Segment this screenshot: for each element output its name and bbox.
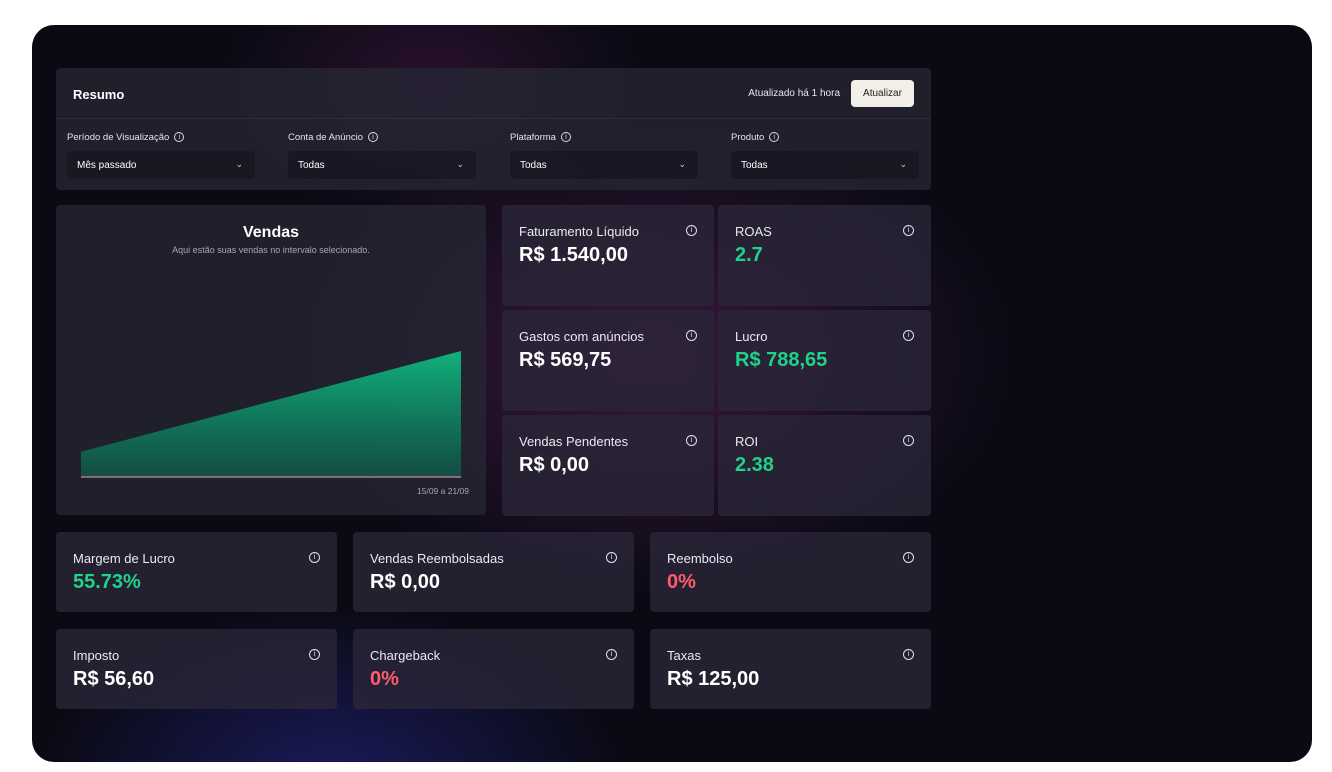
metric-value: R$ 1.540,00 [519, 244, 628, 266]
metric-value: R$ 788,65 [735, 349, 828, 371]
card-pendentes: Vendas Pendentes R$ 0,00 i [502, 415, 714, 516]
info-icon[interactable]: i [903, 649, 914, 660]
filter-ad-account: Conta de Anúncio i Todas ⌄ [288, 130, 476, 179]
card-roas: ROAS 2.7 i [718, 205, 931, 306]
summary-header: Resumo Atualizado há 1 hora Atualizar Pe… [56, 68, 931, 190]
page-title: Resumo [73, 87, 125, 102]
sales-chart-panel: Vendas Aqui estão suas vendas no interva… [56, 205, 486, 515]
info-icon[interactable]: i [174, 132, 185, 142]
dashboard-frame: Resumo Atualizado há 1 hora Atualizar Pe… [32, 25, 1312, 762]
info-icon[interactable]: i [903, 225, 914, 236]
chevron-down-icon: ⌄ [456, 160, 464, 170]
filter-label: Plataforma [510, 131, 556, 143]
filter-platform: Plataforma i Todas ⌄ [510, 130, 698, 179]
metric-value: R$ 569,75 [519, 349, 612, 371]
info-icon[interactable]: i [903, 330, 914, 341]
metric-value: R$ 125,00 [667, 668, 760, 690]
metric-value: R$ 56,60 [73, 668, 155, 690]
metric-value: 0% [667, 571, 696, 593]
metric-value: R$ 0,00 [370, 571, 441, 593]
filter-period: Período de Visualização i Mês passado ⌄ [67, 130, 255, 179]
metric-value: R$ 0,00 [519, 454, 590, 476]
chart-subtitle: Aqui estão suas vendas no intervalo sele… [172, 245, 370, 255]
chevron-down-icon: ⌄ [235, 160, 243, 170]
metric-label: Faturamento Líquido [519, 224, 639, 239]
info-icon[interactable]: i [903, 435, 914, 446]
metric-label: Lucro [735, 329, 768, 344]
info-icon[interactable]: i [606, 649, 617, 660]
card-taxas: Taxas R$ 125,00 i [650, 629, 931, 709]
select-value: Todas [520, 159, 547, 171]
refresh-button[interactable]: Atualizar [851, 80, 914, 107]
select-value: Todas [741, 159, 768, 171]
metric-label: Chargeback [370, 648, 441, 663]
product-select[interactable]: Todas ⌄ [731, 151, 919, 179]
metric-label: Margem de Lucro [73, 551, 175, 566]
chart-title: Vendas [242, 224, 300, 241]
metric-label: Reembolso [667, 551, 733, 566]
date-range: 15/09 a 21/09 [417, 486, 469, 496]
info-icon[interactable]: i [368, 132, 379, 142]
filter-product: Produto i Todas ⌄ [731, 130, 919, 179]
chevron-down-icon: ⌄ [899, 160, 907, 170]
chevron-down-icon: ⌄ [678, 160, 686, 170]
card-lucro: Lucro R$ 788,65 i [718, 310, 931, 411]
card-roi: ROI 2.38 i [718, 415, 931, 516]
info-icon[interactable]: i [309, 552, 320, 563]
card-margem: Margem de Lucro 55.73% i [56, 532, 337, 612]
card-imposto: Imposto R$ 56,60 i [56, 629, 337, 709]
metric-label: Gastos com anúncios [519, 329, 645, 344]
metric-value: 2.38 [735, 454, 774, 476]
info-icon[interactable]: i [686, 435, 697, 446]
header-top: Resumo Atualizado há 1 hora Atualizar [56, 68, 931, 119]
filter-label: Período de Visualização [67, 131, 170, 143]
metric-label: ROAS [735, 224, 772, 239]
info-icon[interactable]: i [686, 330, 697, 341]
info-icon[interactable]: i [606, 552, 617, 563]
filter-label: Conta de Anúncio [288, 131, 364, 143]
card-chargeback: Chargeback 0% i [353, 629, 634, 709]
metric-value: 0% [370, 668, 399, 690]
metric-value: 2.7 [735, 244, 763, 266]
period-select[interactable]: Mês passado ⌄ [67, 151, 255, 179]
info-icon[interactable]: i [769, 132, 780, 142]
metric-label: ROI [735, 434, 759, 449]
metric-label: Vendas Reembolsadas [370, 551, 504, 566]
select-value: Mês passado [77, 159, 137, 171]
metric-value: 55.73% [73, 571, 141, 593]
sales-area [81, 351, 461, 477]
card-reembolso: Reembolso 0% i [650, 532, 931, 612]
metric-label: Vendas Pendentes [519, 434, 629, 449]
platform-select[interactable]: Todas ⌄ [510, 151, 698, 179]
info-icon[interactable]: i [560, 132, 571, 142]
card-reembolsadas: Vendas Reembolsadas R$ 0,00 i [353, 532, 634, 612]
card-gastos: Gastos com anúncios R$ 569,75 i [502, 310, 714, 411]
info-icon[interactable]: i [309, 649, 320, 660]
updated-status: Atualizado há 1 hora [748, 88, 840, 99]
card-faturamento: Faturamento Líquido R$ 1.540,00 i [502, 205, 714, 306]
info-icon[interactable]: i [903, 552, 914, 563]
metric-label: Imposto [73, 648, 120, 663]
metric-label: Taxas [667, 648, 701, 663]
select-value: Todas [298, 159, 325, 171]
filter-label: Produto [731, 131, 765, 143]
info-icon[interactable]: i [686, 225, 697, 236]
sales-chart [81, 351, 461, 478]
ad-account-select[interactable]: Todas ⌄ [288, 151, 476, 179]
